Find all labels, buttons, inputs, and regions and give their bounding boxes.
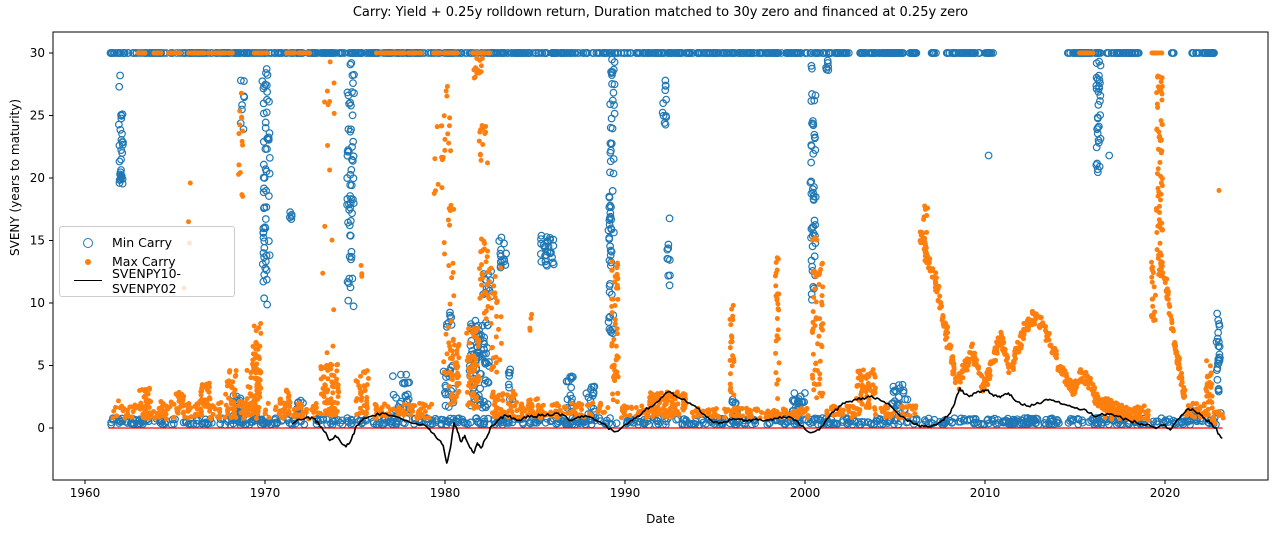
svg-text:2000: 2000 — [790, 486, 821, 500]
spread-line-icon — [70, 280, 106, 281]
svg-text:10: 10 — [30, 296, 45, 310]
svg-text:1980: 1980 — [430, 486, 461, 500]
svg-text:1970: 1970 — [250, 486, 281, 500]
max-carry-marker-icon — [70, 258, 106, 265]
legend-label-max-carry: Max Carry — [112, 254, 176, 269]
min-carry-marker-icon — [70, 237, 106, 248]
svg-text:20: 20 — [30, 171, 45, 185]
svg-text:25: 25 — [30, 109, 45, 123]
legend-label-min-carry: Min Carry — [112, 235, 172, 250]
x-axis-label: Date — [646, 512, 675, 526]
svg-text:15: 15 — [30, 234, 45, 248]
legend-item-max-carry: Max Carry — [70, 252, 234, 271]
svg-text:2010: 2010 — [970, 486, 1001, 500]
svg-text:5: 5 — [37, 359, 45, 373]
legend: Min Carry Max Carry SVENPY10-SVENPY02 — [59, 226, 235, 297]
legend-label-spread-line: SVENPY10-SVENPY02 — [112, 265, 182, 296]
svg-text:1990: 1990 — [610, 486, 641, 500]
svg-text:2020: 2020 — [1150, 486, 1181, 500]
chart-title: Carry: Yield + 0.25y rolldown return, Du… — [352, 5, 969, 20]
legend-item-spread-line: SVENPY10-SVENPY02 — [70, 266, 234, 296]
svg-text:1960: 1960 — [70, 486, 101, 500]
svg-text:30: 30 — [30, 46, 45, 60]
legend-item-min-carry: Min Carry — [70, 233, 234, 252]
svg-text:0: 0 — [37, 421, 45, 435]
